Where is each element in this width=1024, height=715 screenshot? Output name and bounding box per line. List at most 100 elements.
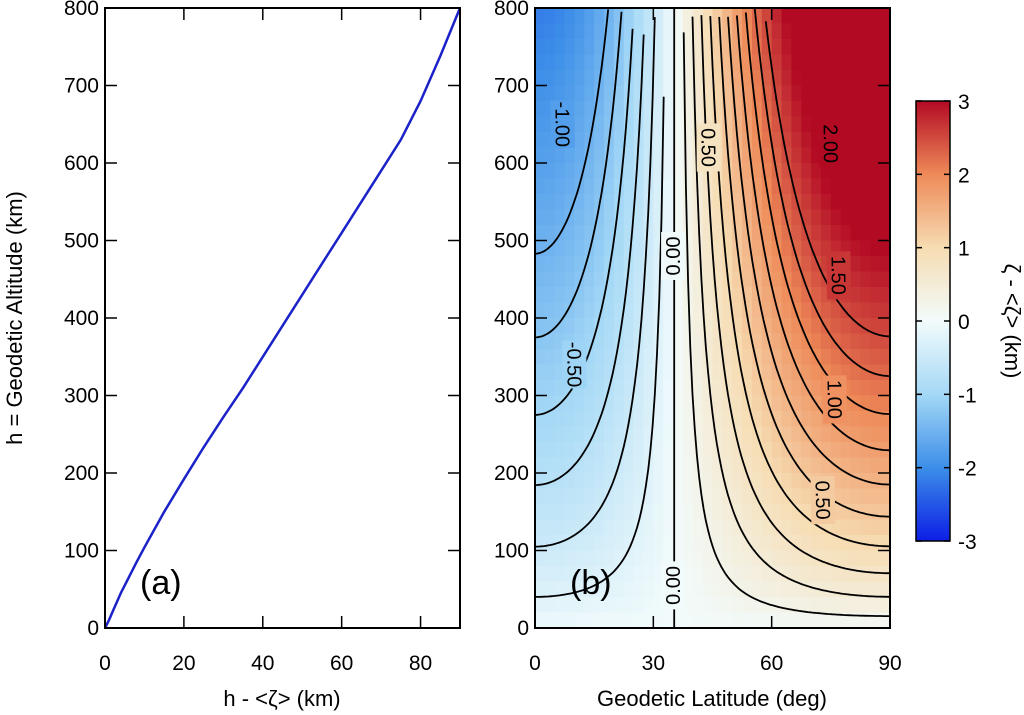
panel-a-x-title: h - <ζ> (km)	[223, 686, 340, 711]
field-cell	[860, 426, 871, 443]
field-cell	[692, 225, 704, 242]
field-cell	[554, 380, 566, 397]
field-cell	[673, 333, 684, 350]
field-cell	[840, 488, 852, 505]
field-cell	[554, 473, 566, 490]
field-cell	[564, 581, 576, 598]
field-cell	[604, 163, 615, 180]
field-cell	[633, 287, 645, 304]
field-cell	[682, 566, 694, 583]
field-cell	[742, 566, 753, 583]
field-cell	[564, 8, 576, 25]
field-cell	[554, 23, 566, 40]
field-cell	[623, 225, 635, 242]
field-cell	[870, 132, 881, 149]
field-cell	[801, 163, 812, 180]
field-cell	[761, 70, 773, 87]
field-cell	[604, 194, 615, 211]
field-cell	[613, 364, 625, 381]
field-cell	[663, 612, 674, 629]
field-cell	[860, 101, 871, 118]
field-cell	[880, 225, 891, 242]
field-cell	[722, 473, 733, 490]
field-cell	[682, 581, 694, 598]
field-cell	[613, 147, 625, 164]
field-cell	[673, 318, 684, 335]
field-cell	[820, 535, 832, 552]
field-cell	[870, 535, 881, 552]
field-cell	[584, 566, 595, 583]
field-cell	[663, 349, 674, 366]
field-cell	[820, 163, 832, 180]
contour-line	[700, 15, 890, 575]
field-cell	[702, 488, 714, 505]
field-cell	[653, 473, 664, 490]
field-cell	[712, 70, 723, 87]
field-cell	[594, 271, 605, 288]
field-cell	[702, 256, 714, 273]
field-cell	[880, 8, 891, 25]
field-cell	[692, 380, 704, 397]
contour-label: 0.00	[663, 566, 685, 605]
field-cell	[613, 116, 625, 133]
field-cell	[880, 271, 891, 288]
field-cell	[781, 39, 792, 56]
field-cell	[860, 147, 871, 164]
field-cell	[663, 333, 674, 350]
field-cell	[870, 457, 881, 474]
field-cell	[791, 39, 802, 56]
field-cell	[682, 395, 694, 412]
field-cell	[604, 535, 615, 552]
field-cell	[761, 287, 773, 304]
field-cell	[633, 349, 645, 366]
field-cell	[663, 163, 674, 180]
field-cell	[761, 597, 773, 614]
field-cell	[791, 116, 802, 133]
field-cell	[722, 504, 733, 521]
field-cell	[742, 194, 753, 211]
field-cell	[604, 612, 615, 629]
field-cell	[604, 85, 615, 102]
contour-label-gap	[818, 119, 844, 168]
panel-b-x-title: Geodetic Latitude (deg)	[597, 686, 827, 711]
field-cell	[850, 426, 862, 443]
field-cell	[584, 302, 595, 319]
field-cell	[574, 442, 585, 459]
field-cell	[751, 54, 763, 71]
field-cell	[820, 23, 832, 40]
field-cell	[722, 318, 733, 335]
field-cell	[554, 85, 566, 102]
field-cell	[880, 147, 891, 164]
field-cell	[584, 225, 595, 242]
field-cell	[613, 612, 625, 629]
field-cell	[830, 488, 842, 505]
field-cell	[771, 256, 783, 273]
field-cell	[742, 457, 753, 474]
field-cell	[673, 70, 684, 87]
field-cell	[702, 54, 714, 71]
field-cell	[860, 271, 871, 288]
field-cell	[880, 364, 891, 381]
field-cell	[712, 473, 723, 490]
field-cell	[801, 566, 812, 583]
field-cell	[811, 318, 822, 335]
field-cell	[732, 411, 743, 428]
field-cell	[574, 85, 585, 102]
field-cell	[584, 349, 595, 366]
field-cell	[544, 287, 556, 304]
field-cell	[584, 101, 595, 118]
field-cell	[574, 302, 585, 319]
field-cell	[732, 85, 743, 102]
field-cell	[801, 550, 812, 567]
field-cell	[722, 612, 733, 629]
field-cell	[880, 504, 891, 521]
field-cell	[643, 550, 654, 567]
field-cell	[584, 519, 595, 536]
field-cell	[781, 287, 792, 304]
contour-label-gap	[822, 375, 848, 424]
field-cell	[663, 54, 674, 71]
field-cell	[653, 597, 664, 614]
field-cell	[712, 535, 723, 552]
field-cell	[751, 473, 763, 490]
contour-label: 1.00	[823, 380, 846, 419]
